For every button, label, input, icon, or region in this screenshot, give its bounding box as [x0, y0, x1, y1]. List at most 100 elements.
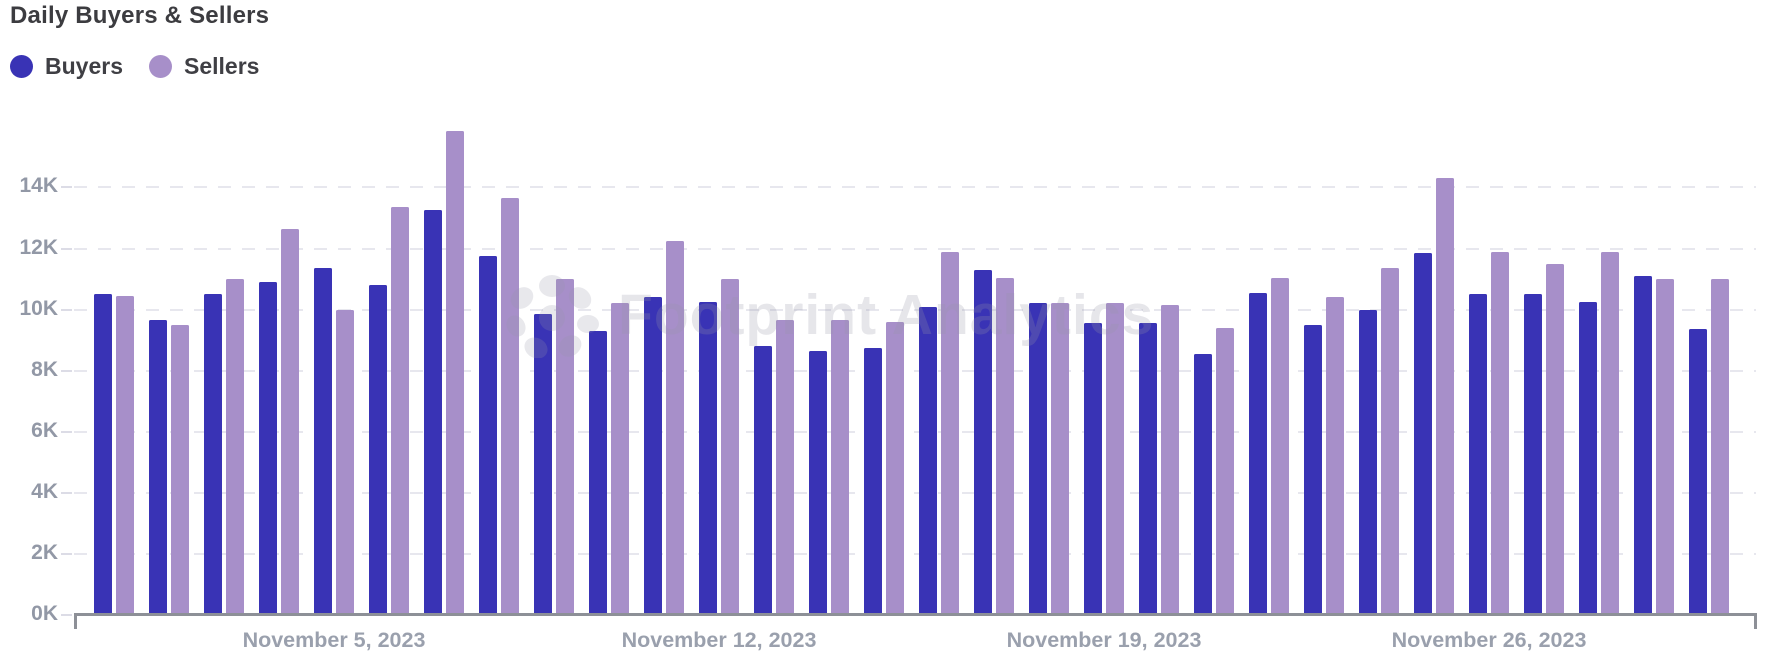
chart-legend: Buyers Sellers [10, 53, 259, 80]
y-axis-label-12K: 12K [19, 235, 58, 259]
gridline-14K [74, 186, 1756, 189]
bar-buyers-2023-11-27[interactable] [1524, 294, 1542, 615]
bar-sellers-2023-11-25[interactable] [1436, 178, 1454, 615]
bar-buyers-2023-11-07[interactable] [424, 210, 442, 615]
x-axis-end-tick [74, 613, 77, 629]
legend-item-sellers[interactable]: Sellers [148, 53, 260, 80]
bar-buyers-2023-11-03[interactable] [204, 294, 222, 615]
y-axis-tick [61, 186, 72, 189]
bar-buyers-2023-11-11[interactable] [644, 297, 662, 615]
bar-buyers-2023-11-16[interactable] [919, 307, 937, 615]
bar-sellers-2023-11-05[interactable] [336, 310, 354, 615]
bar-buyers-2023-11-29[interactable] [1634, 276, 1652, 615]
bar-sellers-2023-11-09[interactable] [556, 279, 574, 615]
gridline-12K [74, 247, 1756, 250]
bar-buyers-2023-11-01[interactable] [94, 294, 112, 615]
bar-sellers-2023-11-14[interactable] [831, 320, 849, 615]
bar-sellers-2023-11-19[interactable] [1106, 303, 1124, 615]
bar-sellers-2023-11-28[interactable] [1601, 252, 1619, 615]
bar-sellers-2023-11-16[interactable] [941, 252, 959, 615]
x-axis-line [74, 613, 1756, 616]
bar-sellers-2023-11-07[interactable] [446, 131, 464, 615]
bar-buyers-2023-11-06[interactable] [369, 285, 387, 615]
legend-label: Buyers [45, 53, 123, 79]
y-axis-tick [61, 491, 72, 494]
bar-buyers-2023-11-15[interactable] [864, 348, 882, 615]
bar-buyers-2023-11-12[interactable] [699, 302, 717, 615]
bar-sellers-2023-11-02[interactable] [171, 325, 189, 615]
bar-buyers-2023-11-09[interactable] [534, 314, 552, 615]
bar-sellers-2023-11-27[interactable] [1546, 264, 1564, 615]
bar-buyers-2023-11-20[interactable] [1139, 323, 1157, 615]
y-axis-label-2K: 2K [31, 540, 58, 564]
bar-buyers-2023-11-05[interactable] [314, 268, 332, 615]
bar-sellers-2023-11-18[interactable] [1051, 303, 1069, 615]
y-axis-tick [61, 614, 72, 616]
bar-buyers-2023-11-25[interactable] [1414, 253, 1432, 615]
x-axis-label: November 26, 2023 [1391, 628, 1587, 652]
bar-sellers-2023-11-10[interactable] [611, 303, 629, 615]
sellers-legend-dot-icon [148, 55, 172, 78]
bar-sellers-2023-11-24[interactable] [1381, 268, 1399, 615]
bar-sellers-2023-11-13[interactable] [776, 320, 794, 615]
x-axis-label: November 5, 2023 [242, 628, 426, 652]
bar-buyers-2023-11-14[interactable] [809, 351, 827, 615]
bar-buyers-2023-11-26[interactable] [1469, 294, 1487, 615]
y-axis-label-10K: 10K [19, 296, 58, 320]
x-axis-label: November 12, 2023 [621, 628, 817, 652]
bar-sellers-2023-11-06[interactable] [391, 207, 409, 615]
x-axis-end-tick [1754, 613, 1757, 629]
gridline-6K [74, 430, 1756, 433]
bar-buyers-2023-11-18[interactable] [1029, 303, 1047, 615]
bar-buyers-2023-11-08[interactable] [479, 256, 497, 615]
y-axis-label-6K: 6K [31, 418, 58, 442]
y-axis-label-4K: 4K [31, 479, 58, 503]
bar-sellers-2023-11-23[interactable] [1326, 297, 1344, 615]
bar-sellers-2023-11-29[interactable] [1656, 279, 1674, 615]
bar-buyers-2023-11-21[interactable] [1194, 354, 1212, 615]
bar-buyers-2023-11-28[interactable] [1579, 302, 1597, 615]
bar-sellers-2023-11-21[interactable] [1216, 328, 1234, 615]
x-axis-label: November 19, 2023 [1006, 628, 1202, 652]
bar-sellers-2023-11-15[interactable] [886, 322, 904, 615]
gridline-2K [74, 552, 1756, 555]
bar-buyers-2023-11-04[interactable] [259, 282, 277, 615]
bar-sellers-2023-11-20[interactable] [1161, 305, 1179, 615]
bar-sellers-2023-11-17[interactable] [996, 278, 1014, 615]
bar-sellers-2023-11-12[interactable] [721, 279, 739, 615]
bar-buyers-2023-11-22[interactable] [1249, 293, 1267, 615]
y-axis-label-14K: 14K [19, 174, 58, 198]
bar-buyers-2023-11-24[interactable] [1359, 310, 1377, 615]
bar-buyers-2023-11-17[interactable] [974, 270, 992, 615]
bar-sellers-2023-11-04[interactable] [281, 229, 299, 615]
y-axis-tick [61, 430, 72, 433]
bar-buyers-2023-11-10[interactable] [589, 331, 607, 615]
page-title: Daily Buyers & Sellers [10, 2, 270, 29]
y-axis-tick [61, 247, 72, 250]
gridline-4K [74, 491, 1756, 494]
bar-buyers-2023-11-19[interactable] [1084, 323, 1102, 615]
y-axis-label-8K: 8K [31, 357, 58, 381]
bar-sellers-2023-11-08[interactable] [501, 198, 519, 615]
bar-sellers-2023-11-11[interactable] [666, 241, 684, 615]
y-axis-tick [61, 552, 72, 555]
bar-sellers-2023-11-26[interactable] [1491, 252, 1509, 615]
bar-sellers-2023-11-01[interactable] [116, 296, 134, 615]
bar-buyers-2023-11-02[interactable] [149, 320, 167, 615]
bar-buyers-2023-11-13[interactable] [754, 346, 772, 615]
bar-sellers-2023-11-22[interactable] [1271, 278, 1289, 615]
legend-item-buyers[interactable]: Buyers [10, 53, 123, 80]
bar-sellers-2023-11-30[interactable] [1711, 279, 1729, 615]
bar-buyers-2023-11-23[interactable] [1304, 325, 1322, 615]
y-axis-label-0K: 0K [31, 602, 58, 625]
gridline-10K [74, 308, 1756, 311]
bar-buyers-2023-11-30[interactable] [1689, 329, 1707, 615]
buyers-legend-dot-icon [10, 55, 33, 78]
y-axis-tick [61, 308, 72, 311]
gridline-8K [74, 369, 1756, 372]
bar-sellers-2023-11-03[interactable] [226, 279, 244, 615]
y-axis-tick [61, 369, 72, 372]
legend-label: Sellers [183, 53, 260, 79]
